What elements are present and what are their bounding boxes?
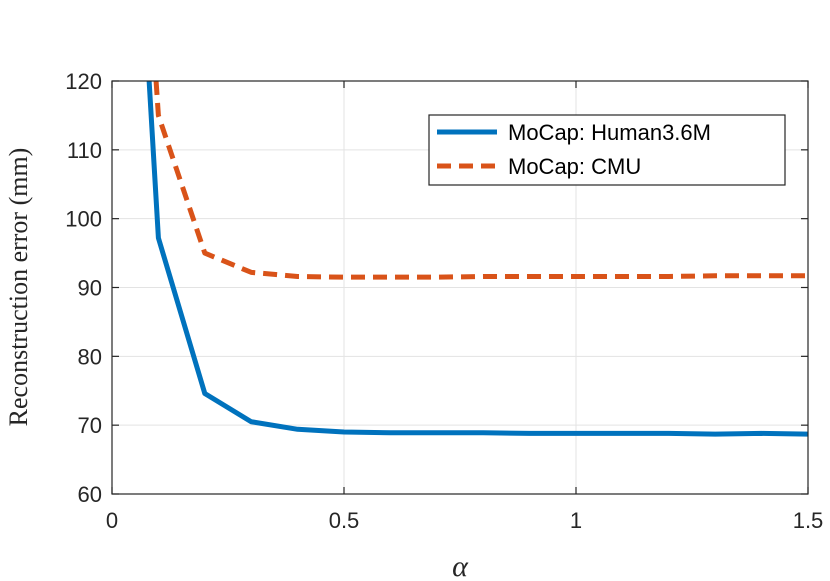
tick-layer: 0 0.5 1 1.5 60 70 80 90 100 110 120 bbox=[65, 69, 823, 533]
legend-label-human36m: MoCap: Human3.6M bbox=[508, 120, 711, 145]
y-tick-label: 70 bbox=[78, 413, 102, 438]
x-tick-label: 0 bbox=[106, 508, 118, 533]
series-line-cmu bbox=[153, 80, 808, 280]
y-tick-label: 100 bbox=[65, 207, 102, 232]
legend-label-cmu: MoCap: CMU bbox=[508, 154, 641, 179]
x-tick-label: 1 bbox=[570, 508, 582, 533]
legend: MoCap: Human3.6M MoCap: CMU bbox=[428, 114, 786, 186]
y-tick-label: 90 bbox=[78, 276, 102, 301]
series-layer bbox=[146, 80, 809, 437]
y-tick-label: 60 bbox=[78, 482, 102, 507]
y-tick-label: 120 bbox=[65, 69, 102, 94]
y-tick-label: 110 bbox=[67, 138, 102, 163]
x-tick-label: 1.5 bbox=[793, 508, 824, 533]
series-line-human36m bbox=[146, 80, 809, 437]
x-tick-label: 0.5 bbox=[329, 508, 360, 533]
x-axis-label: α bbox=[452, 550, 469, 581]
legend-box bbox=[428, 114, 786, 186]
y-axis-label: Reconstruction error (mm) bbox=[4, 148, 33, 427]
y-tick-label: 80 bbox=[78, 344, 102, 369]
